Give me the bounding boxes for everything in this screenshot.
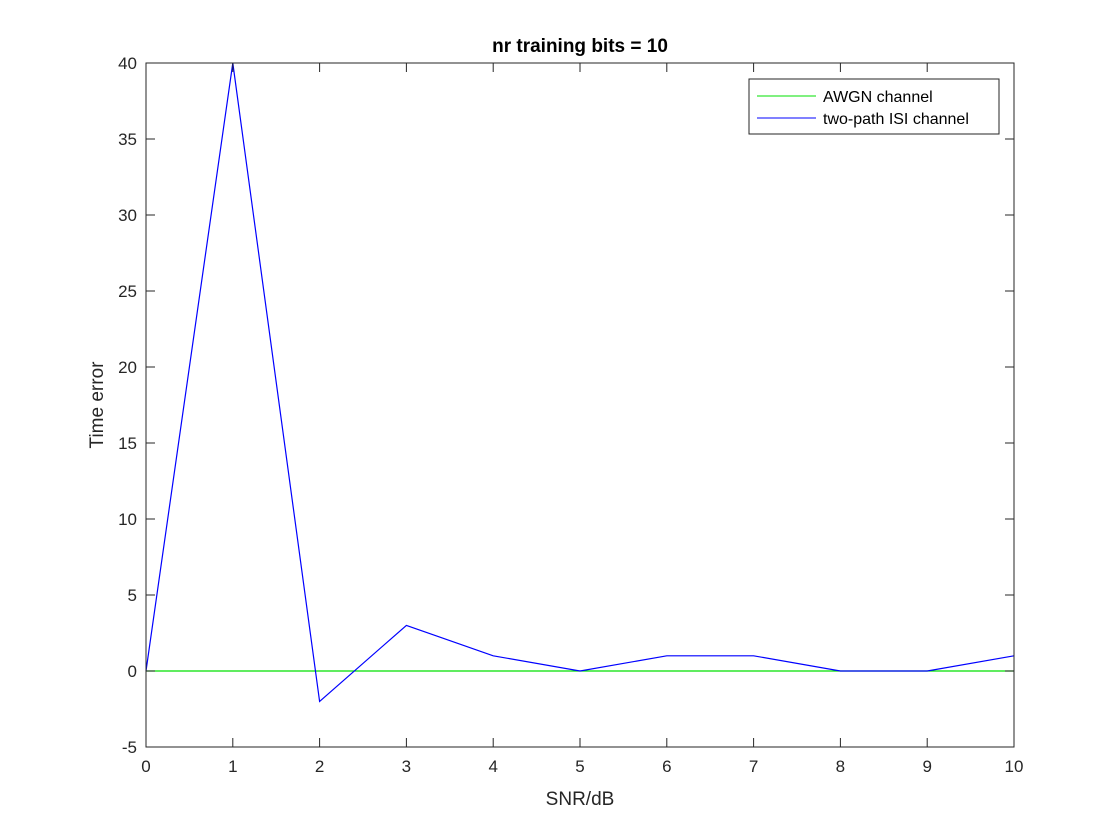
y-tick-label: -5 [122, 738, 137, 757]
axes-box [145, 62, 1015, 748]
plot-area [146, 63, 1014, 747]
y-tick-label: 10 [118, 510, 137, 529]
y-tick-label: 35 [118, 130, 137, 149]
x-tick-label: 3 [402, 757, 411, 776]
y-tick-label: 15 [118, 434, 137, 453]
y-tick-label: 40 [118, 54, 137, 73]
x-tick-label: 1 [228, 757, 237, 776]
x-axis-label: SNR/dB [546, 789, 615, 810]
x-tick-label: 0 [141, 757, 150, 776]
chart-title: nr training bits = 10 [492, 36, 668, 57]
legend-box [748, 78, 1000, 135]
x-tick-label: 9 [922, 757, 931, 776]
x-tick-label: 6 [662, 757, 671, 776]
y-axis-label: Time error [87, 361, 108, 449]
legend-label-awgn: AWGN channel [823, 89, 933, 106]
y-tick-label: 20 [118, 358, 137, 377]
y-tick-label: 5 [128, 586, 137, 605]
x-tick-label: 10 [1005, 757, 1024, 776]
x-tick-label: 4 [488, 757, 497, 776]
legend-label-isi: two-path ISI channel [823, 111, 969, 128]
y-tick-label: 30 [118, 206, 137, 225]
y-tick-label: 0 [128, 662, 137, 681]
x-tick-label: 7 [749, 757, 758, 776]
y-tick-label: 25 [118, 282, 137, 301]
series-line-two-path-isi [145, 62, 1015, 703]
series-layer [145, 62, 1015, 703]
x-tick-label: 5 [575, 757, 584, 776]
legend: AWGN channel two-path ISI channel [748, 78, 1000, 135]
x-tick-label: 8 [836, 757, 845, 776]
x-tick-label: 2 [315, 757, 324, 776]
